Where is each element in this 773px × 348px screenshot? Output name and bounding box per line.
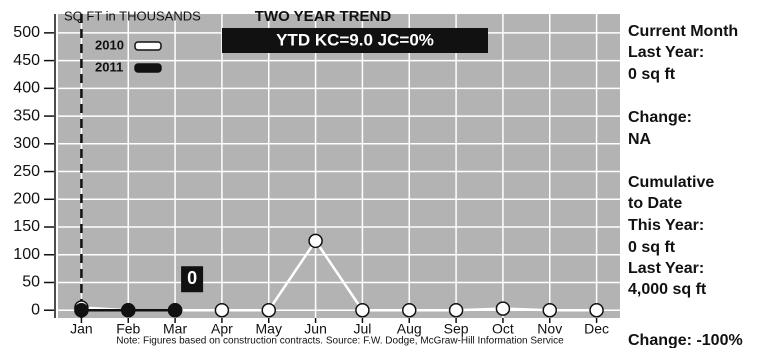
chart-subtitle: YTD KC=9.0 JC=0% <box>276 30 434 49</box>
x-tick-label: Nov <box>537 321 562 337</box>
x-tick-label: May <box>256 321 282 337</box>
side-text: 0 sq ft <box>628 66 676 83</box>
data-point <box>495 301 511 316</box>
legend-swatch <box>134 63 162 73</box>
data-point <box>542 302 557 318</box>
side-text: to Date <box>628 195 682 212</box>
y-tick-label: 150 <box>13 218 40 235</box>
data-point <box>121 302 136 318</box>
x-tick-label: Apr <box>211 321 233 337</box>
data-point <box>402 302 417 318</box>
y-tick-label: 250 <box>13 163 40 180</box>
side-text: Last Year: <box>628 260 704 277</box>
data-point <box>214 302 230 318</box>
x-tick-label: Oct <box>492 321 514 337</box>
y-tick-label: 100 <box>13 246 40 263</box>
x-tick-label: Jan <box>70 321 93 337</box>
side-text: 4,000 sq ft <box>628 281 707 298</box>
data-label-box <box>181 266 204 293</box>
data-point <box>355 302 370 318</box>
chart-title: TWO YEAR TREND <box>255 8 392 25</box>
subtitle-box <box>222 28 488 53</box>
data-point <box>167 302 183 318</box>
side-text: Current Month <box>628 23 738 40</box>
y-axis-label: SQ FT in THOUSANDS <box>64 8 201 23</box>
y-tick-label: 0 <box>31 301 40 318</box>
data-point <box>589 302 604 318</box>
y-tick-label: 400 <box>13 80 40 97</box>
y-tick-label: 50 <box>22 274 40 291</box>
y-tick-label: 300 <box>13 135 40 152</box>
x-tick-label: Jul <box>353 321 371 337</box>
data-point <box>308 233 323 249</box>
x-tick-label: Sep <box>444 321 469 337</box>
data-label: 0 <box>187 268 197 288</box>
legend-label: 2010 <box>95 37 124 52</box>
side-text: Cumulative <box>628 174 714 191</box>
x-tick-label: Jun <box>304 321 327 337</box>
side-text: Change: <box>628 109 692 126</box>
y-tick-label: 200 <box>13 191 40 208</box>
data-point <box>261 302 276 318</box>
side-text: 0 sq ft <box>628 239 676 256</box>
side-text: This Year: <box>628 217 704 234</box>
x-tick-label: Dec <box>584 321 609 337</box>
y-tick-label: 350 <box>13 107 40 124</box>
side-text: Last Year: <box>628 44 704 61</box>
x-tick-label: Feb <box>116 321 140 337</box>
plot-area <box>58 14 620 318</box>
note: Note: Figures based on construction cont… <box>116 336 564 347</box>
data-point <box>74 302 89 318</box>
x-tick-label: Aug <box>397 321 422 337</box>
data-point <box>448 302 464 318</box>
y-tick-label: 500 <box>13 24 40 41</box>
legend-label: 2011 <box>95 59 123 74</box>
side-text: Change: -100% <box>628 332 743 348</box>
legend-swatch <box>134 41 162 51</box>
y-tick-label: 450 <box>13 52 40 69</box>
x-tick-label: Mar <box>163 321 187 337</box>
side-text: NA <box>628 131 652 148</box>
